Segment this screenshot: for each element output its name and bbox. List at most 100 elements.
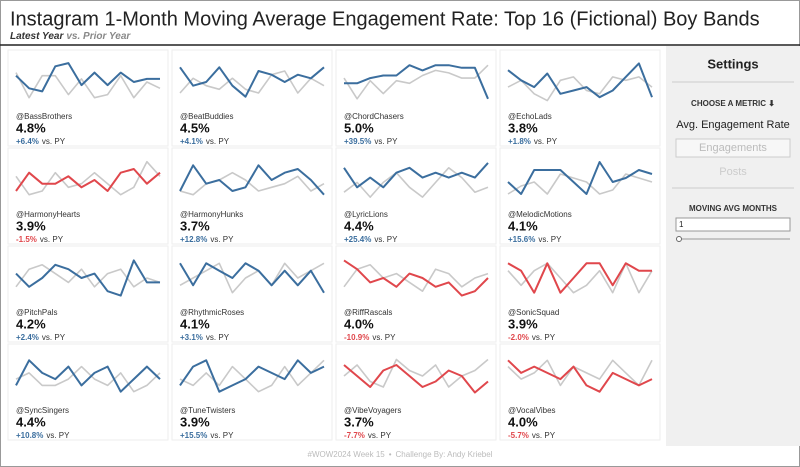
prior-line: [179, 359, 325, 393]
change-value: -7.7%: [344, 431, 365, 440]
latest-line: [179, 359, 325, 393]
change: +12.8% vs. PY: [180, 235, 234, 244]
option-hover: [675, 138, 791, 158]
vs-label: vs. PY: [532, 431, 556, 440]
metric-value: 3.9%: [180, 414, 210, 429]
months-label: MOVING AVG MONTHS: [689, 204, 778, 213]
metric-value: 3.7%: [180, 218, 210, 233]
settings-panel: [666, 46, 800, 446]
footer-week: #WOW2024 Week 15: [308, 450, 386, 459]
band-name: @RhythmicRoses: [180, 308, 244, 317]
change: +6.4% vs. PY: [16, 137, 66, 146]
prior-line: [343, 264, 489, 292]
metric-value: 4.2%: [16, 316, 46, 331]
change-value: +25.4%: [344, 235, 371, 244]
vs-label: vs. PY: [532, 333, 556, 342]
latest-line: [179, 66, 325, 98]
metric-value: 5.0%: [344, 120, 374, 135]
prior-line: [507, 359, 653, 387]
latest-line: [179, 164, 325, 196]
vs-label: vs. PY: [538, 235, 562, 244]
latest-line: [15, 259, 160, 297]
tile: [7, 245, 169, 343]
band-name: @VocalVibes: [508, 406, 556, 415]
vs-label: vs. PY: [372, 333, 396, 342]
tile: [335, 245, 497, 343]
prior-line: [179, 70, 325, 94]
vs-label: vs. PY: [374, 137, 398, 146]
band-name: @TuneTwisters: [180, 406, 235, 415]
change: +15.5% vs. PY: [180, 431, 234, 440]
prior-line: [507, 262, 653, 294]
band-name: @BassBrothers: [16, 112, 72, 121]
metric-value: 4.4%: [16, 414, 46, 429]
band-name: @SyncSingers: [16, 406, 69, 415]
subtitle-latest: Latest Year: [10, 31, 64, 42]
prior-line: [343, 358, 489, 388]
change-value: +39.5%: [344, 137, 371, 146]
metric-option[interactable]: Engagements: [699, 142, 767, 154]
metric-value: 3.9%: [508, 316, 538, 331]
prior-line: [507, 76, 653, 102]
months-value: 1: [679, 220, 684, 229]
change-value: -5.7%: [508, 431, 529, 440]
metric-option[interactable]: Posts: [719, 166, 747, 178]
metric-value: 4.0%: [508, 414, 538, 429]
tile: [171, 147, 333, 245]
months-input[interactable]: [675, 217, 791, 232]
vs-label: vs. PY: [534, 137, 558, 146]
metric-option[interactable]: Avg. Engagement Rate: [676, 119, 790, 131]
subtitle-prior: vs. Prior Year: [66, 31, 131, 42]
metric-value: 3.7%: [344, 414, 374, 429]
change: +15.6% vs. PY: [508, 235, 562, 244]
footer-credit: Challenge By: Andy Kriebel: [396, 450, 493, 459]
change: +39.5% vs. PY: [344, 137, 398, 146]
vs-label: vs. PY: [368, 431, 392, 440]
metric-value: 3.8%: [508, 120, 538, 135]
tile: [171, 245, 333, 343]
latest-line: [15, 359, 161, 393]
band-name: @ChordChasers: [344, 112, 404, 121]
prior-line: [343, 64, 489, 100]
vs-label: vs. PY: [42, 137, 66, 146]
prior-line: [179, 171, 325, 196]
band-name: @EchoLads: [508, 112, 552, 121]
slider-handle[interactable]: [676, 236, 682, 242]
vs-label: vs. PY: [206, 333, 230, 342]
latest-line: [344, 64, 489, 100]
change-value: +4.1%: [180, 137, 203, 146]
band-name: @HarmonyHunks: [180, 210, 243, 219]
latest-line: [15, 62, 160, 93]
change: +4.1% vs. PY: [180, 137, 230, 146]
change-value: -2.0%: [508, 333, 529, 342]
change: -5.7% vs. PY: [508, 431, 556, 440]
change-value: +15.6%: [508, 235, 535, 244]
change-value: +2.4%: [16, 333, 39, 342]
prior-line: [15, 365, 161, 393]
footer: #WOW2024 Week 15 • Challenge By: Andy Krie…: [308, 450, 493, 459]
change-value: +15.5%: [180, 431, 207, 440]
metric-value: 3.9%: [16, 218, 46, 233]
tile: [7, 343, 169, 441]
tile: [335, 49, 497, 147]
prior-line: [15, 160, 161, 196]
change-value: +1.8%: [508, 137, 531, 146]
vs-label: vs. PY: [206, 137, 230, 146]
band-name: @RiffRascals: [344, 308, 392, 317]
latest-line: [343, 162, 489, 189]
latest-line: [507, 262, 652, 294]
metric-value: 4.4%: [344, 218, 374, 233]
subtitle: Latest Year vs. Prior Year: [10, 31, 131, 42]
latest-line: [343, 259, 489, 297]
change-value: -10.9%: [344, 333, 369, 342]
latest-line: [507, 359, 653, 393]
prior-line: [15, 264, 161, 288]
change: -7.7% vs. PY: [344, 431, 392, 440]
metric-value: 4.1%: [180, 316, 210, 331]
tile: [499, 343, 661, 441]
latest-line: [507, 161, 653, 195]
band-name: @HarmonyHearts: [16, 210, 80, 219]
tile: [335, 147, 497, 245]
latest-line: [15, 168, 161, 192]
